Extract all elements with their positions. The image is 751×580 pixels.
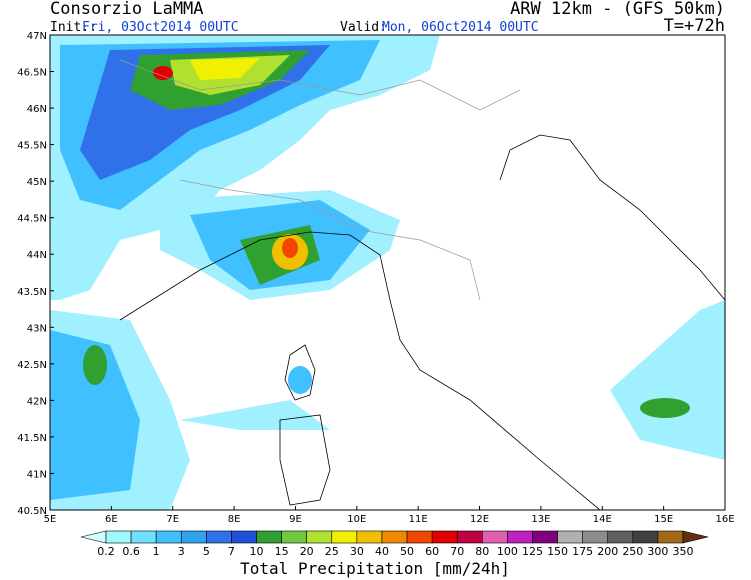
colorbar-label: 60 [425,545,439,558]
colorbar-swatch [406,530,433,544]
colorbar-label: 200 [597,545,618,558]
map-ticks: 47N 46.5N 46N 45.5N 45N 44.5N 44N 43.5N 43N 42.5N… [17,31,734,525]
colorbar: 0.2 0.6 1 3 5 7 10 15 20 25 30 40 50 60 70 80 100 125 150 1… [80,530,709,558]
coastlines [119,134,726,511]
title: Consorzio LaMMA [50,0,204,19]
colorbar-label: 3 [178,545,185,558]
lat-label: 40.5N [17,506,47,517]
colorbar-label: 175 [572,545,593,558]
colorbar-label: 125 [522,545,543,558]
colorbar-swatch [356,530,383,544]
colorbar-label: 40 [375,545,389,558]
lon-label: 8E [228,514,241,525]
colorbar-swatch [482,530,508,544]
lat-label: 45N [27,177,47,188]
colorbar-swatch [231,530,257,544]
borders [119,59,521,301]
lat-label: 46.5N [17,68,47,79]
init-value: Fri, 03Oct2014 00UTC [82,20,239,35]
lat-label: 46N [27,104,47,115]
lon-label: 16E [715,514,734,525]
lat-label: 41N [27,469,47,480]
colorbar-label: 7 [228,545,235,558]
lat-label: 44.5N [17,214,47,225]
colorbar-label: 1 [153,545,160,558]
colorbar-label: 350 [673,545,694,558]
colorbar-label: 50 [400,545,414,558]
lon-label: 5E [44,514,57,525]
colorbar-swatch [206,530,232,544]
colorbar-title: Total Precipitation [mm/24h] [240,559,510,578]
lon-label: 13E [531,514,550,525]
lat-label: 42.5N [17,360,47,371]
lon-label: 15E [654,514,673,525]
colorbar-swatch [281,530,307,544]
lon-label: 9E [289,514,302,525]
colorbar-label: 250 [622,545,643,558]
colorbar-label: 10 [250,545,264,558]
map-frame [49,34,726,511]
colorbar-swatch [582,530,609,544]
precip-field [50,35,725,510]
colorbar-swatch [532,530,558,544]
lat-label: 43.5N [17,287,47,298]
colorbar-label: 20 [300,545,314,558]
colorbar-swatch [507,530,533,544]
colorbar-label: 70 [450,545,464,558]
colorbar-swatch [105,530,132,544]
lat-label: 43N [27,323,47,334]
colorbar-swatch [180,530,207,544]
colorbar-label: 30 [350,545,364,558]
lat-label: 41.5N [17,433,47,444]
lat-label: 45.5N [17,141,47,152]
valid-label: Valid: [340,20,387,35]
colorbar-swatch [607,530,634,544]
colorbar-label: 15 [275,545,289,558]
colorbar-label: 100 [497,545,518,558]
colorbar-arrow [682,530,709,544]
colorbar-swatch [306,530,333,544]
colorbar-swatch [331,530,358,544]
colorbar-label: 25 [325,545,339,558]
lead-time: T=+72h [664,16,725,36]
colorbar-label: 5 [203,545,210,558]
lon-label: 7E [166,514,179,525]
lat-label: 47N [27,31,47,42]
colorbar-label: 0.6 [122,545,140,558]
colorbar-swatch [381,530,408,544]
init-label: Init.: [50,20,97,35]
colorbar-swatch [657,530,684,544]
colorbar-swatch [155,530,182,544]
lon-label: 12E [470,514,489,525]
colorbar-swatch [632,530,659,544]
lon-label: 6E [105,514,118,525]
lat-label: 44N [27,250,47,261]
valid-value: Mon, 06Oct2014 00UTC [382,20,539,35]
model: ARW 12km - (GFS 50km) [510,0,725,19]
colorbar-label: 150 [547,545,568,558]
colorbar-swatch [130,530,157,544]
colorbar-swatch [256,530,282,544]
colorbar-swatch [431,530,458,544]
colorbar-label: 300 [647,545,668,558]
colorbar-swatch [456,530,483,544]
lon-label: 10E [347,514,366,525]
colorbar-label: 0.2 [97,545,115,558]
lat-label: 42N [27,396,47,407]
colorbar-swatch [557,530,583,544]
lon-label: 11E [409,514,428,525]
lon-label: 14E [593,514,612,525]
colorbar-label: 80 [475,545,489,558]
